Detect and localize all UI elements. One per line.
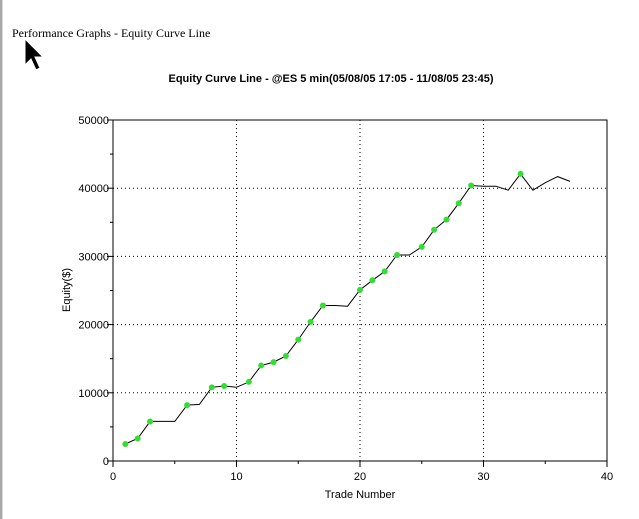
data-point xyxy=(134,435,141,442)
x-tick-label: 20 xyxy=(354,471,366,483)
y-axis: 0 10000 20000 30000 40000 50000 xyxy=(78,115,113,468)
data-point xyxy=(122,440,129,447)
x-axis: 0 10 20 30 40 xyxy=(110,461,613,483)
data-point xyxy=(295,336,302,343)
x-tick-label: 10 xyxy=(230,471,242,483)
y-tick-label: 50000 xyxy=(78,115,109,127)
chart-gridlines xyxy=(113,120,607,461)
y-tick-label: 10000 xyxy=(78,388,109,400)
x-tick-label: 30 xyxy=(477,471,489,483)
mouse-pointer-icon xyxy=(24,38,45,71)
data-point xyxy=(147,418,154,425)
x-tick-label: 40 xyxy=(601,471,613,483)
data-point xyxy=(357,286,363,293)
data-point xyxy=(270,359,277,366)
page-heading: Performance Graphs - Equity Curve Line xyxy=(12,26,211,40)
data-point xyxy=(258,362,265,369)
window-left-border xyxy=(0,0,2,519)
data-point xyxy=(443,216,450,223)
data-point xyxy=(394,252,401,259)
data-point xyxy=(418,243,425,250)
data-point xyxy=(221,382,228,389)
data-point xyxy=(517,170,524,177)
data-point xyxy=(307,318,314,325)
y-tick-label: 40000 xyxy=(78,183,109,195)
x-tick-label: 0 xyxy=(110,471,116,483)
data-point xyxy=(208,384,215,391)
data-point xyxy=(381,268,388,275)
chart-title: Equity Curve Line - @ES 5 min(05/08/05 1… xyxy=(169,73,494,85)
x-axis-label: Trade Number xyxy=(325,489,396,501)
data-point xyxy=(468,182,475,189)
y-tick-label: 0 xyxy=(103,456,109,468)
data-point xyxy=(282,352,289,359)
data-point xyxy=(431,226,438,233)
data-point xyxy=(184,402,191,409)
equity-series-line xyxy=(125,173,571,445)
data-point xyxy=(319,302,326,309)
window-left-border-highlight xyxy=(2,0,3,519)
data-point xyxy=(455,200,462,207)
y-tick-label: 30000 xyxy=(78,251,109,263)
y-tick-label: 20000 xyxy=(78,320,109,332)
y-axis-label: Equity($) xyxy=(61,268,73,312)
data-point xyxy=(369,277,376,284)
equity-series-markers xyxy=(122,170,524,447)
data-point xyxy=(245,378,252,385)
